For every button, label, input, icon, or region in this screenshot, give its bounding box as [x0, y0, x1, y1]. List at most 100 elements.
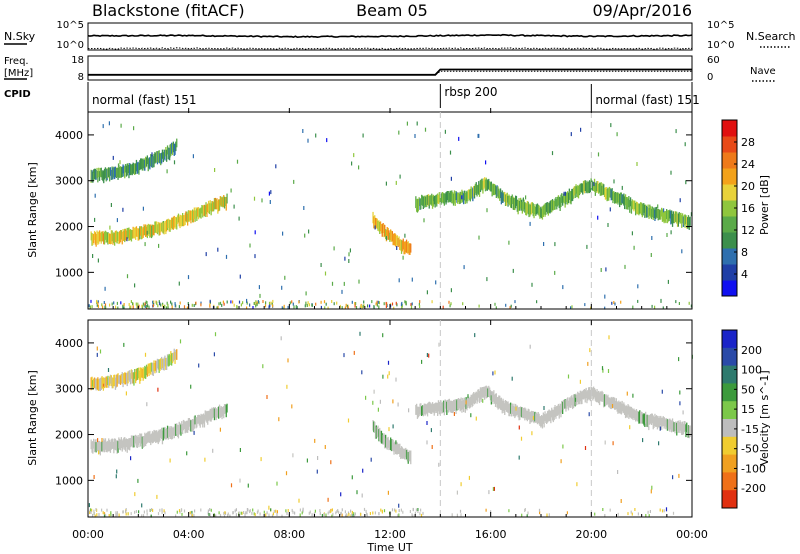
range-tick-label: 4000 [55, 337, 83, 350]
colorbar-swatch [722, 454, 737, 473]
time-tick-label: 12:00 [374, 528, 406, 541]
range-tick-label: 2000 [55, 429, 83, 442]
freq-tick-lo: 8 [78, 72, 84, 83]
echo-band-3 [372, 211, 412, 255]
nave-label: Nave [750, 66, 776, 77]
colorbar-tick-label: 4 [741, 268, 748, 281]
colorbar-tick-label: 16 [741, 202, 755, 215]
colorbar-swatch [722, 200, 737, 217]
colorbar-swatch [722, 264, 737, 281]
echo-band-1 [90, 193, 228, 247]
colorbar-swatch [722, 152, 737, 169]
noise-right-label: N.Search [746, 30, 796, 43]
colorbar-swatch [722, 419, 737, 438]
colorbar-tick-label: -15 [741, 423, 759, 436]
noise-left-tick-hi: 10^5 [57, 20, 84, 31]
scattered-echoes [88, 331, 693, 512]
cpid-mode-label: rbsp 200 [444, 85, 497, 99]
date-title: 09/Apr/2016 [592, 1, 692, 20]
range-tick-label: 4000 [55, 129, 83, 142]
colorbar-swatch [722, 280, 737, 297]
power-colorbar-label: Power [dB] [758, 175, 771, 235]
noise-left-tick-lo: 10^0 [57, 40, 84, 51]
colorbar-tick-label: 12 [741, 224, 755, 237]
noise-right-tick-hi: 10^5 [707, 20, 734, 31]
velocity-colorbar: 200 100 50 15 -15 -50 -100 -200 [721, 329, 766, 509]
colorbar-tick-label: 15 [741, 403, 755, 416]
colorbar-swatch [722, 330, 737, 349]
echo-band-3 [372, 420, 412, 465]
noise-series-2 [87, 47, 693, 50]
colorbar-tick-label: 50 [741, 383, 755, 396]
range-tick-label: 3000 [55, 175, 83, 188]
colorbar-swatch [722, 401, 737, 420]
time-tick-label: 04:00 [173, 528, 205, 541]
colorbar-swatch [722, 232, 737, 249]
freq-label-1: Freq. [4, 56, 29, 67]
station-title: Blackstone (fitACF) [92, 1, 245, 20]
colorbar-swatch [722, 120, 737, 137]
time-axis-label: Time UT [366, 541, 412, 554]
near-range-echoes [88, 299, 692, 310]
colorbar-swatch [722, 168, 737, 185]
colorbar-swatch [722, 490, 737, 509]
range-tick-label: 3000 [55, 383, 83, 396]
beam-title: Beam 05 [356, 1, 428, 20]
colorbar-tick-label: 28 [741, 136, 755, 149]
noise-series-1 [87, 33, 693, 39]
time-axis: 00:00 04:00 08:00 12:00 16:00 20:00 00:00 [72, 108, 708, 541]
nave-tick-hi: 60 [707, 55, 720, 66]
echo-band-4 [415, 385, 691, 439]
time-tick-label: 00:00 [72, 528, 104, 541]
noise-left-label: N.Sky [4, 30, 36, 43]
cpid-mode-label: normal (fast) 151 [92, 93, 196, 107]
velocity-ylabel: Slant Range [km] [26, 370, 39, 466]
range-tick-label: 1000 [55, 266, 83, 279]
echo-band-2 [90, 348, 178, 391]
colorbar-tick-label: -100 [741, 462, 766, 475]
range-tick-label: 2000 [55, 221, 83, 234]
colorbar-swatch [722, 365, 737, 384]
noise-panel: N.Sky N.Search 10^5 10^0 10^5 10^0 [4, 20, 796, 51]
power-colorbar: 4 8 12 16 20 24 28 [721, 119, 755, 297]
colorbar-tick-label: -50 [741, 443, 759, 456]
colorbar-swatch [722, 248, 737, 265]
echo-band-2 [90, 138, 178, 184]
freq-panel: Freq. [MHz] Nave 18 8 60 0 [4, 55, 776, 83]
range-tick-label: 1000 [55, 474, 83, 487]
colorbar-tick-label: 100 [741, 364, 762, 377]
cpid-panel: CPID normal (fast) 151 rbsp 200 normal (fa… [4, 82, 700, 108]
echo-band-4 [415, 177, 691, 230]
nave-tick-lo: 0 [707, 72, 713, 83]
colorbar-swatch [722, 383, 737, 402]
time-tick-label: 08:00 [273, 528, 305, 541]
time-tick-label: 00:00 [676, 528, 708, 541]
colorbar-tick-label: 8 [741, 246, 748, 259]
cpid-mode-label: normal (fast) 151 [595, 93, 699, 107]
colorbar-tick-label: 24 [741, 158, 755, 171]
colorbar-swatch [722, 436, 737, 456]
colorbar-swatch [722, 472, 737, 491]
colorbar-swatch [722, 136, 737, 153]
cpid-label: CPID [4, 89, 31, 100]
scattered-echoes [92, 121, 692, 303]
freq-line [88, 68, 692, 76]
echo-band-1 [90, 403, 228, 456]
time-tick-label: 20:00 [575, 528, 607, 541]
velocity-panel: 1000 2000 3000 4000 Slant Range [km] [26, 319, 693, 518]
time-tick-label: 16:00 [475, 528, 507, 541]
near-range-echoes [89, 507, 675, 518]
velocity-colorbar-label: Velocity [m s^-1] [758, 370, 771, 465]
colorbar-swatch [722, 347, 737, 367]
colorbar-swatch [722, 184, 737, 201]
colorbar-swatch [722, 216, 737, 233]
freq-tick-hi: 18 [71, 55, 84, 66]
colorbar-tick-label: 200 [741, 344, 762, 357]
colorbar-tick-label: 20 [741, 180, 755, 193]
colorbar-frame [721, 329, 738, 509]
power-ylabel: Slant Range [km] [26, 162, 39, 258]
noise-right-tick-lo: 10^0 [707, 40, 734, 51]
power-panel: 1000 2000 3000 4000 Slant Range [km] [26, 111, 693, 310]
freq-label-2: [MHz] [4, 68, 33, 79]
